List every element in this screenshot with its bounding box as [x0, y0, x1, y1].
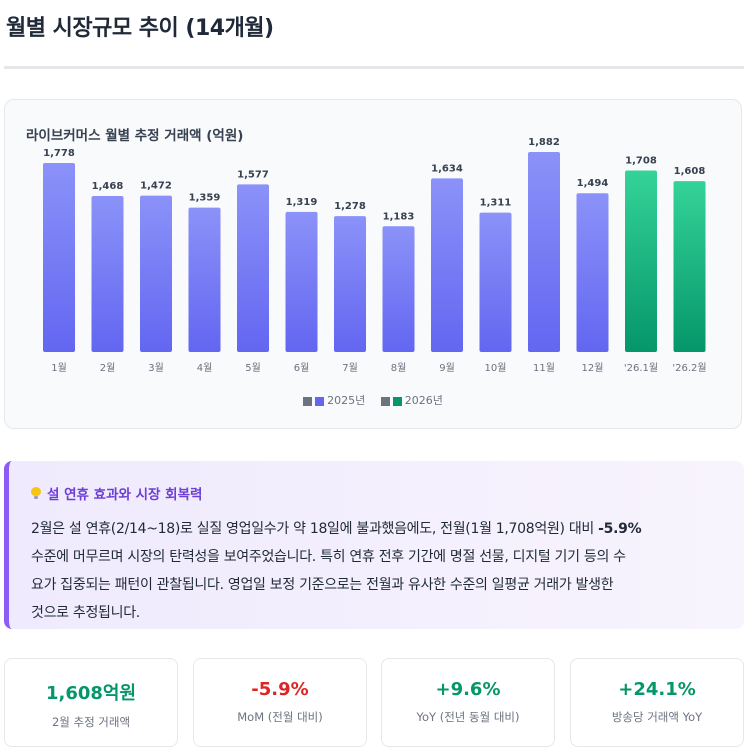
kpi-card-yoy: +9.6% YoY (전년 동월 대비): [381, 658, 555, 747]
bar-3[interactable]: [140, 195, 172, 352]
bar-value-label: 1,183: [383, 211, 415, 222]
x-tick-label: 12월: [582, 362, 604, 374]
kpi-value: +24.1%: [618, 679, 696, 700]
bar-14[interactable]: [673, 181, 706, 352]
insight-highlight: -5.9%: [598, 521, 642, 537]
x-tick-label: 3월: [148, 362, 164, 374]
insight-line-3: 요가 집중되는 패턴이 관찰됩니다. 영업일 보정 기준으로는 전월과 유사한 …: [31, 577, 614, 593]
page-title: 월별 시장규모 추이 (14개월): [6, 16, 274, 41]
kpi-card-mom: -5.9% MoM (전월 대비): [193, 658, 367, 747]
kpi-value: 1,608억원: [45, 683, 137, 704]
bar-value-label: 1,278: [334, 201, 366, 212]
bar-chart: 1,778 1월 1,468 2월 1,472 3월 1,359 4월 1,577 5월 1,319…: [43, 137, 707, 374]
legend-item-2026[interactable]: 2026년: [380, 392, 443, 408]
bar-9[interactable]: [431, 178, 463, 352]
x-tick-label: 11월: [533, 362, 555, 374]
bar-value-label: 1,472: [140, 181, 172, 192]
kpi-label: 방송당 거래액 YoY: [611, 710, 703, 724]
x-tick-label: 10월: [485, 362, 507, 374]
legend-label-2025: 2025년: [327, 394, 366, 407]
x-tick-label: 6월: [294, 362, 310, 374]
chart-legend: 2025년 2026년: [5, 392, 741, 408]
kpi-card-revenue: 1,608억원 2월 추정 거래액: [4, 658, 178, 747]
legend-swatch-2025: [315, 396, 325, 406]
kpi-label: YoY (전년 동월 대비): [416, 710, 520, 724]
insight-heading-text: 설 연휴 효과와 시장 회복력: [47, 487, 203, 503]
bar-value-label: 1,882: [528, 137, 560, 148]
legend-label-2026: 2026년: [404, 394, 443, 407]
bar-10[interactable]: [479, 212, 512, 352]
legend-swatch-2026: [392, 396, 402, 406]
bar-value-label: 1,468: [92, 181, 124, 192]
x-tick-label: 9월: [439, 362, 455, 374]
bar-12[interactable]: [576, 193, 609, 352]
bar-value-label: 1,778: [43, 148, 75, 159]
bar-6[interactable]: [285, 211, 318, 352]
insight-body: 2월은 설 연휴(2/14~18)로 실질 영업일수가 약 18일에 불과했음에…: [31, 515, 718, 627]
x-tick-label: 5월: [245, 362, 261, 374]
insight-line-1: 2월은 설 연휴(2/14~18)로 실질 영업일수가 약 18일에 불과했음에…: [31, 521, 599, 537]
title-divider: [4, 66, 744, 69]
bar-value-label: 1,608: [674, 166, 706, 177]
kpi-card-per-broadcast-yoy: +24.1% 방송당 거래액 YoY: [570, 658, 744, 747]
kpi-label: 2월 추정 거래액: [51, 715, 131, 729]
bar-8[interactable]: [382, 226, 415, 352]
bar-value-label: 1,634: [431, 163, 463, 174]
x-tick-label: 1월: [51, 362, 67, 374]
insight-box: 설 연휴 효과와 시장 회복력 2월은 설 연휴(2/14~18)로 실질 영업…: [4, 461, 744, 629]
chart-card: 라이브커머스 월별 추정 거래액 (억원) 1,778 1월 1,468 2월 1,47…: [4, 99, 742, 429]
bar-5[interactable]: [237, 184, 269, 352]
kpi-label: MoM (전월 대비): [237, 710, 323, 724]
bar-4[interactable]: [188, 207, 221, 352]
bar-value-label: 1,319: [286, 197, 318, 208]
bar-13[interactable]: [625, 170, 657, 352]
bar-value-label: 1,577: [237, 169, 269, 180]
bar-2[interactable]: [91, 195, 124, 352]
legend-item-2025[interactable]: 2025년: [303, 392, 365, 408]
insight-line-2: 수준에 머무르며 시장의 탄력성을 보여주었습니다. 특히 연휴 전후 기간에 …: [31, 549, 626, 565]
x-tick-label: 8월: [391, 362, 407, 374]
x-tick-label: 7월: [342, 362, 358, 374]
bar-value-label: 1,708: [625, 155, 657, 166]
insight-line-4: 것으로 추정됩니다.: [31, 605, 140, 621]
lightbulb-icon: [31, 487, 41, 499]
chart-title: 라이브커머스 월별 추정 거래액 (억원): [26, 128, 244, 144]
legend-swatch-gray: [303, 396, 313, 406]
x-tick-label: 2월: [100, 362, 116, 374]
bar-11[interactable]: [528, 152, 560, 352]
bar-value-label: 1,311: [480, 198, 512, 209]
kpi-value: -5.9%: [251, 679, 309, 700]
x-tick-label: '26.2월: [672, 362, 706, 374]
bar-value-label: 1,494: [577, 178, 609, 189]
kpi-value: +9.6%: [435, 679, 501, 700]
x-tick-label: 4월: [197, 362, 213, 374]
bar-value-label: 1,359: [189, 193, 221, 204]
insight-heading: 설 연휴 효과와 시장 회복력: [31, 483, 718, 503]
legend-swatch-gray: [380, 396, 390, 406]
bar-1[interactable]: [43, 163, 75, 352]
bar-7[interactable]: [334, 216, 366, 352]
x-tick-label: '26.1월: [624, 362, 658, 374]
